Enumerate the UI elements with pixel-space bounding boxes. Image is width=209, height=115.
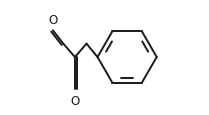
Text: O: O: [70, 94, 80, 107]
Text: O: O: [48, 14, 57, 26]
